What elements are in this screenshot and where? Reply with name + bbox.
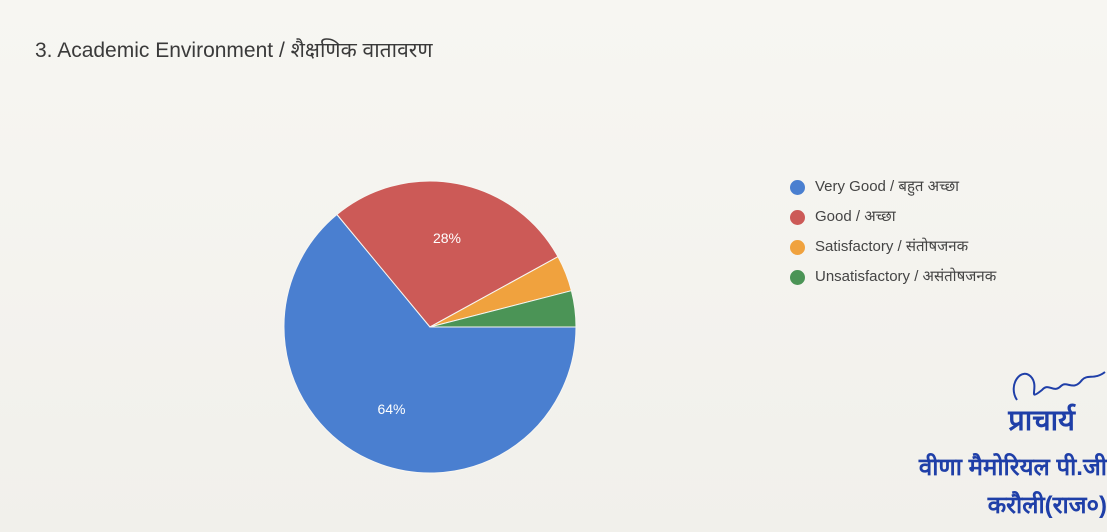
legend-item-0: Very Good / बहुत अच्छा xyxy=(790,172,996,202)
pie-slice-3 xyxy=(429,290,577,328)
legend-item-3: Unsatisfactory / असंतोषजनक xyxy=(790,262,996,292)
question-title: 3. Academic Environment / शैक्षणिक वाताव… xyxy=(35,39,433,62)
pie-data-label-1: 28% xyxy=(433,230,461,246)
stamp-line-1: वीणा मैमोरियल पी.जी xyxy=(918,454,1107,481)
stamp-line-2: करौली(राज०) xyxy=(987,492,1107,519)
legend-item-2: Satisfactory / संतोषजनक xyxy=(790,232,996,262)
legend-label-3: Unsatisfactory / असंतोषजनक xyxy=(815,268,997,285)
legend-swatch-1 xyxy=(790,209,805,225)
pie-slice-1 xyxy=(336,180,559,328)
legend-label-2: Satisfactory / संतोषजनक xyxy=(815,238,969,255)
legend-swatch-0 xyxy=(790,179,805,195)
legend-swatch-2 xyxy=(790,239,805,255)
pie-chart: 64% 28% xyxy=(283,180,577,474)
stamp-title: प्राचार्य xyxy=(1008,405,1075,437)
pie-slice-0 xyxy=(283,213,577,474)
signature-mark xyxy=(1012,371,1106,401)
principal-stamp: प्राचार्य वीणा मैमोरियल पी.जी करौली(राज०… xyxy=(837,350,1107,532)
chart-legend: Very Good / बहुत अच्छा Good / अच्छा Satisf… xyxy=(790,172,996,292)
legend-label-0: Very Good / बहुत अच्छा xyxy=(815,178,960,195)
legend-label-1: Good / अच्छा xyxy=(815,208,896,225)
legend-swatch-3 xyxy=(790,269,805,285)
pie-data-label-0: 64% xyxy=(377,401,405,417)
legend-item-1: Good / अच्छा xyxy=(790,202,996,232)
